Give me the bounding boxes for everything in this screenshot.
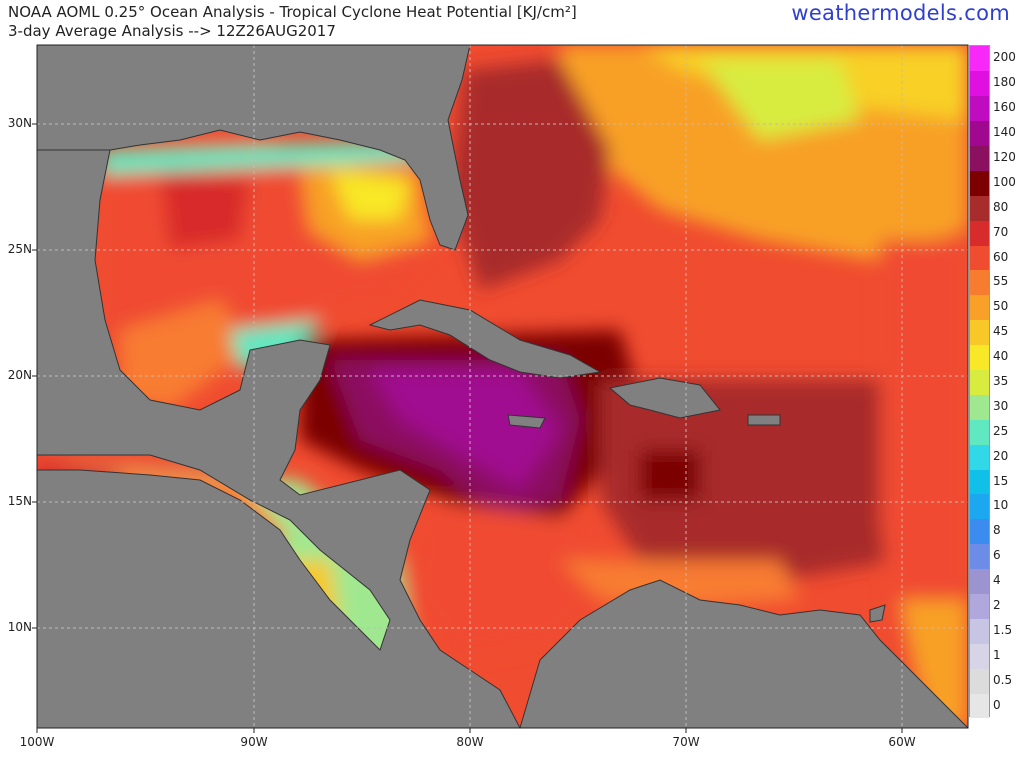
colorbar-tick-label: 4: [993, 573, 1001, 588]
colorbar-tick-label: 25: [993, 423, 1009, 438]
title-line-1: NOAA AOML 0.25° Ocean Analysis - Tropica…: [8, 3, 577, 21]
colorbar-tick-label: 1.5: [993, 622, 1013, 637]
lon-label: 90W: [240, 735, 268, 749]
brand-logo-text[interactable]: weathermodels.com: [791, 1, 1010, 25]
colorbar-segment: [970, 369, 989, 395]
colorbar-segment: [970, 270, 989, 296]
colorbar-segment: [970, 518, 989, 545]
colorbar-tick-label: 8: [993, 523, 1001, 538]
grid-lines: [37, 45, 968, 728]
colorbar-tick-label: 45: [993, 324, 1009, 339]
colorbar-segment: [970, 344, 989, 371]
colorbar-segment: [970, 394, 989, 420]
colorbar-tick-label: 30: [993, 398, 1009, 413]
lon-label: 100W: [19, 735, 55, 749]
colorbar-segment: [970, 693, 989, 719]
colorbar-tick-label: 55: [993, 274, 1009, 289]
colorbar-tick-label: 6: [993, 548, 1001, 563]
colorbar-tick-label: 20: [993, 448, 1009, 463]
colorbar-segment: [970, 543, 989, 570]
lat-label: 20N: [7, 368, 32, 382]
colorbar-segment: [970, 469, 989, 495]
colorbar-tick-label: 200: [993, 50, 1016, 65]
colorbar-tick-label: 10: [993, 498, 1009, 513]
colorbar-segment: [970, 220, 989, 246]
lat-label: 25N: [7, 242, 32, 256]
colorbar-segment: [970, 419, 989, 445]
colorbar-tick-label: 120: [993, 150, 1016, 164]
colorbar-segment: [970, 245, 989, 271]
title-line-2: 3-day Average Analysis --> 12Z26AUG2017: [8, 22, 336, 40]
colorbar-segment: [970, 145, 989, 171]
colorbar-segment: [970, 95, 989, 122]
colorbar-tick-label: 50: [993, 299, 1009, 314]
colorbar-tick-label: 160: [993, 100, 1016, 115]
colorbar-tick-label: 60: [993, 249, 1009, 264]
lon-label: 60W: [888, 735, 916, 749]
colorbar-tick-label: 140: [993, 125, 1016, 140]
colorbar-segment: [970, 618, 989, 644]
lat-label: 30N: [7, 116, 32, 130]
colorbar-tick-label: 0.5: [993, 672, 1013, 687]
lat-label: 10N: [7, 620, 32, 634]
colorbar-tick-label: 1: [993, 647, 1001, 662]
colorbar-tick-label: 15: [993, 473, 1009, 488]
colorbar-tick-label: 80: [993, 199, 1009, 214]
colorbar-segment: [970, 643, 989, 669]
colorbar-segment: [970, 70, 989, 97]
colorbar-segment: [970, 319, 989, 346]
lon-label: 80W: [456, 735, 484, 749]
colorbar-segment: [970, 593, 989, 619]
map-frame: [36, 44, 969, 729]
colorbar-segment: [970, 46, 989, 72]
colorbar-segment: [970, 668, 989, 694]
colorbar-tick-label: 35: [993, 374, 1009, 388]
colorbar-tick-label: 180: [993, 75, 1016, 90]
colorbar-tick-label: 0: [993, 697, 1001, 712]
map-title: NOAA AOML 0.25° Ocean Analysis - Tropica…: [8, 3, 577, 41]
lat-label: 15N: [7, 494, 32, 508]
colorbar-tick-label: 100: [993, 174, 1016, 189]
colorbar-segment: [970, 170, 989, 196]
colorbar-segment: [970, 494, 989, 520]
colorbar-segment: [970, 195, 989, 221]
colorbar-segment: [970, 294, 989, 321]
colorbar-tick-label: 40: [993, 349, 1009, 364]
colorbar-tick-label: 2: [993, 598, 1001, 612]
lon-label: 70W: [672, 735, 700, 749]
colorbar-segment: [970, 120, 989, 147]
colorbar-segment: [970, 568, 989, 595]
colorbar-segment: [970, 444, 989, 470]
colorbar-tick-label: 70: [993, 224, 1009, 239]
colorbar: [969, 45, 990, 719]
land-masses: [37, 45, 968, 728]
